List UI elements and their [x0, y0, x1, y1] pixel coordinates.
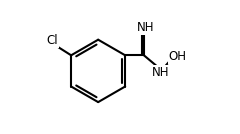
Text: Cl: Cl: [46, 34, 58, 47]
Text: OH: OH: [169, 50, 187, 63]
Text: NH: NH: [137, 21, 154, 34]
Text: NH: NH: [151, 66, 169, 79]
